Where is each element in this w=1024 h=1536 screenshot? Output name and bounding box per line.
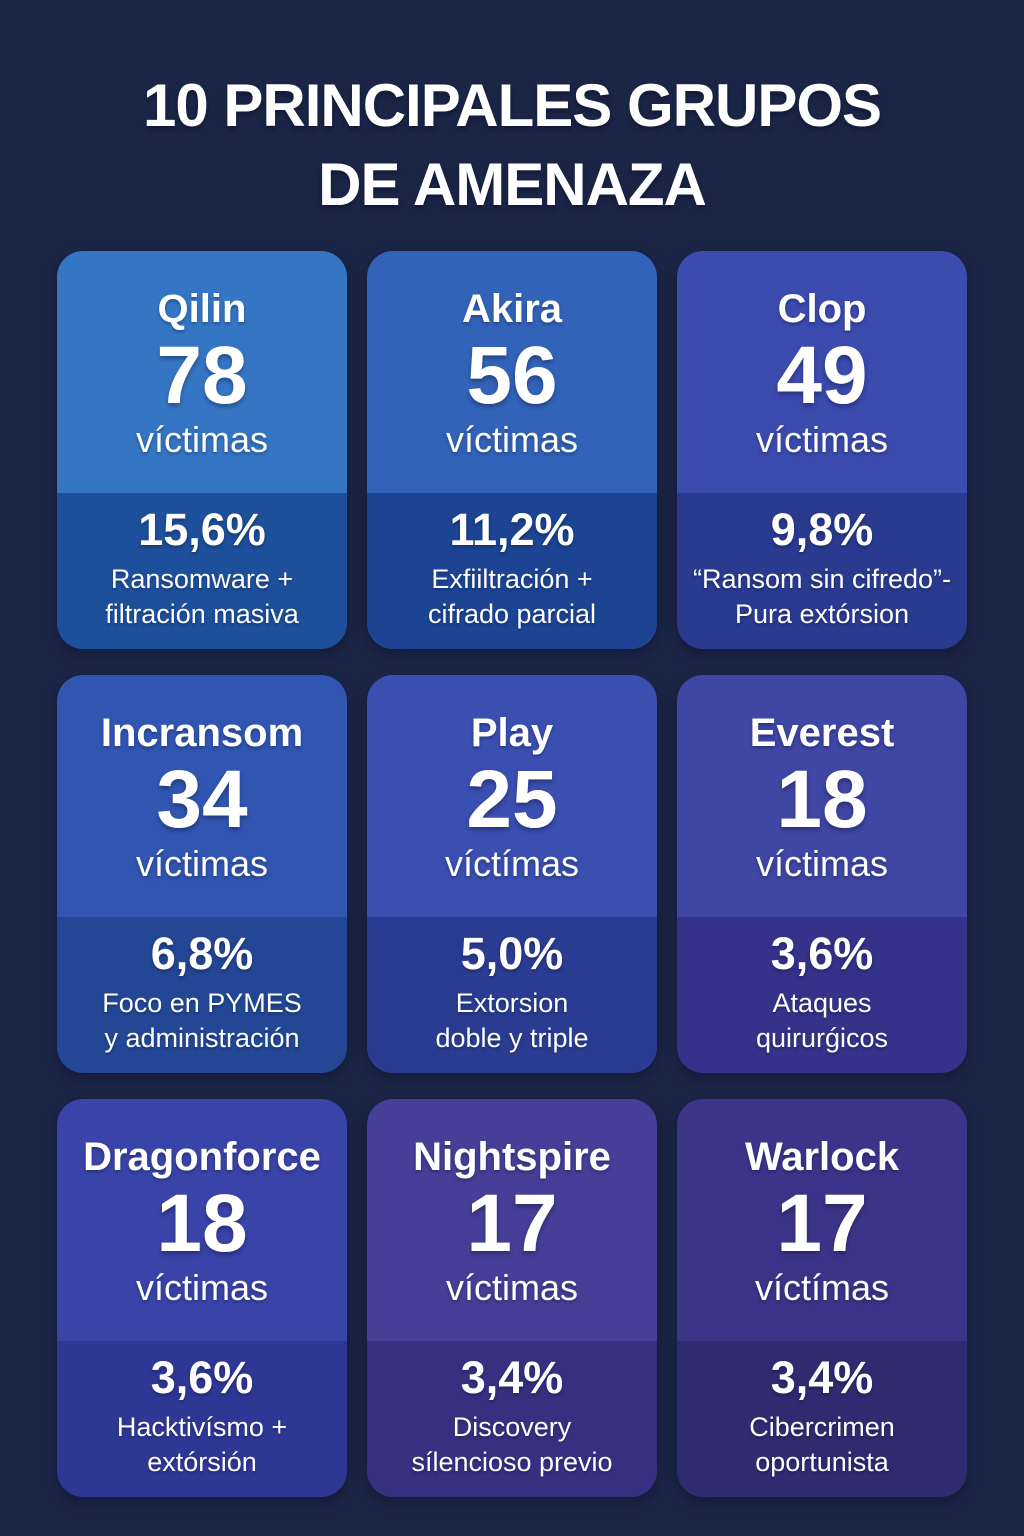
card-bottom-section: 11,2% Exfiiltración + cifrado parcial bbox=[367, 493, 657, 649]
page-title-line1: 10 PRINCIPALES GRUPOS bbox=[142, 72, 882, 139]
card-top-section: Play 25 víctímas bbox=[367, 675, 657, 917]
description: Ataques quirurǵicos bbox=[756, 986, 888, 1056]
description-line1: “Ransom sin cifredo”- bbox=[692, 563, 952, 594]
victims-count: 18 bbox=[156, 1178, 248, 1270]
card-top-section: Akira 56 víctimas bbox=[367, 251, 657, 493]
victims-label: víctimas bbox=[755, 419, 888, 461]
group-name: Clop bbox=[777, 287, 867, 332]
description-line2: filtración masiva bbox=[105, 598, 299, 629]
group-name: Warlock bbox=[744, 1135, 900, 1180]
victims-count: 18 bbox=[776, 754, 868, 846]
victims-count: 56 bbox=[466, 330, 558, 422]
victims-label: víctimas bbox=[445, 419, 578, 461]
threat-card-everest: Everest 18 víctimas 3,6% Ataques quirurǵ… bbox=[677, 675, 967, 1073]
card-bottom-section: 15,6% Ransomware + filtración masiva bbox=[57, 493, 347, 649]
group-name: Everest bbox=[749, 711, 895, 756]
description-line2: quirurǵicos bbox=[755, 1022, 889, 1053]
victims-count: 49 bbox=[776, 330, 868, 422]
description: “Ransom sin cifredo”- Pura extórsion bbox=[693, 562, 951, 632]
threat-card-warlock: Warlock 17 víctímas 3,4% Cibercrimen opo… bbox=[677, 1099, 967, 1497]
percentage: 3,6% bbox=[150, 1352, 254, 1404]
victims-label: víctimas bbox=[445, 1267, 578, 1309]
victims-label: víctímas bbox=[444, 843, 579, 885]
description-line1: Ataques bbox=[772, 987, 872, 1018]
threat-card-nightspire: Nightspire 17 víctimas 3,4% Discovery sí… bbox=[367, 1099, 657, 1497]
description-line1: Foco en PYMES bbox=[102, 987, 302, 1018]
description-line2: y administración bbox=[104, 1022, 300, 1053]
victims-count: 78 bbox=[156, 330, 248, 422]
card-top-section: Clop 49 víctimas bbox=[677, 251, 967, 493]
group-name: Incransom bbox=[100, 711, 304, 756]
description-line1: Discovery bbox=[452, 1411, 572, 1442]
victims-label: víctimas bbox=[135, 843, 268, 885]
percentage: 3,6% bbox=[770, 928, 874, 980]
description: Hacktivísmo + extórsión bbox=[117, 1410, 287, 1480]
threat-card-dragonforce: Dragonforce 18 víctimas 3,6% Hacktivísmo… bbox=[57, 1099, 347, 1497]
card-top-section: Qilin 78 víctimas bbox=[57, 251, 347, 493]
victims-label: víctimas bbox=[135, 1267, 268, 1309]
percentage: 3,4% bbox=[460, 1352, 564, 1404]
card-bottom-section: 3,6% Hacktivísmo + extórsión bbox=[57, 1341, 347, 1497]
description-line1: Exfiiltración + bbox=[431, 563, 593, 594]
card-top-section: Incransom 34 víctimas bbox=[57, 675, 347, 917]
victims-label: víctimas bbox=[135, 419, 268, 461]
description-line2: oportunista bbox=[755, 1446, 889, 1477]
victims-label: víctimas bbox=[755, 843, 888, 885]
threat-group-grid: Qilin 78 víctimas 15,6% Ransomware + fil… bbox=[57, 251, 967, 1497]
description-line2: Pura extórsion bbox=[734, 598, 910, 629]
description: Extorsion doble y triple bbox=[435, 986, 588, 1056]
card-bottom-section: 3,4% Cibercrimen oportunista bbox=[677, 1341, 967, 1497]
description-line2: cifrado parcial bbox=[427, 598, 597, 629]
card-bottom-section: 3,6% Ataques quirurǵicos bbox=[677, 917, 967, 1073]
group-name: Akira bbox=[461, 287, 563, 332]
percentage: 6,8% bbox=[150, 928, 254, 980]
threat-card-play: Play 25 víctímas 5,0% Extorsion doble y … bbox=[367, 675, 657, 1073]
description: Ransomware + filtración masiva bbox=[105, 562, 299, 632]
victims-label: víctímas bbox=[754, 1267, 889, 1309]
description-line2: extórsión bbox=[147, 1446, 257, 1477]
description: Cibercrimen oportunista bbox=[749, 1410, 895, 1480]
percentage: 3,4% bbox=[770, 1352, 874, 1404]
percentage: 11,2% bbox=[449, 504, 575, 556]
description-line1: Ransomware + bbox=[110, 563, 294, 594]
description: Discovery sílencioso previo bbox=[411, 1410, 612, 1480]
victims-count: 34 bbox=[156, 754, 248, 846]
group-name: Qilin bbox=[157, 287, 247, 332]
threat-card-akira: Akira 56 víctimas 11,2% Exfiiltración + … bbox=[367, 251, 657, 649]
threat-card-clop: Clop 49 víctimas 9,8% “Ransom sin cifred… bbox=[677, 251, 967, 649]
victims-count: 25 bbox=[466, 754, 558, 846]
description-line1: Extorsion bbox=[455, 987, 569, 1018]
card-top-section: Everest 18 víctimas bbox=[677, 675, 967, 917]
description-line1: Hacktivísmo + bbox=[116, 1411, 288, 1442]
description: Foco en PYMES y administración bbox=[102, 986, 302, 1056]
percentage: 9,8% bbox=[770, 504, 874, 556]
percentage: 15,6% bbox=[138, 504, 266, 556]
threat-card-incransom: Incransom 34 víctimas 6,8% Foco en PYMES… bbox=[57, 675, 347, 1073]
threat-card-qilin: Qilin 78 víctimas 15,6% Ransomware + fil… bbox=[57, 251, 347, 649]
group-name: Dragonforce bbox=[83, 1135, 321, 1180]
victims-count: 17 bbox=[776, 1178, 868, 1270]
description: Exfiiltración + cifrado parcial bbox=[428, 562, 596, 632]
page-title-line2: DE AMENAZA bbox=[318, 151, 707, 219]
victims-count: 17 bbox=[466, 1178, 558, 1270]
page-title: 10 PRINCIPALES GRUPOS DE AMENAZA bbox=[0, 66, 1024, 224]
card-bottom-section: 3,4% Discovery sílencioso previo bbox=[367, 1341, 657, 1497]
card-top-section: Dragonforce 18 víctimas bbox=[57, 1099, 347, 1341]
description-line2: sílencioso previo bbox=[411, 1446, 613, 1477]
group-name: Play bbox=[470, 711, 554, 756]
card-bottom-section: 6,8% Foco en PYMES y administración bbox=[57, 917, 347, 1073]
card-bottom-section: 5,0% Extorsion doble y triple bbox=[367, 917, 657, 1073]
card-top-section: Warlock 17 víctímas bbox=[677, 1099, 967, 1341]
description-line1: Cibercrimen bbox=[749, 1411, 895, 1442]
group-name: Nightspire bbox=[413, 1135, 611, 1180]
card-bottom-section: 9,8% “Ransom sin cifredo”- Pura extórsio… bbox=[677, 493, 967, 649]
percentage: 5,0% bbox=[460, 928, 564, 980]
description-line2: doble y triple bbox=[435, 1022, 589, 1053]
card-top-section: Nightspire 17 víctimas bbox=[367, 1099, 657, 1341]
